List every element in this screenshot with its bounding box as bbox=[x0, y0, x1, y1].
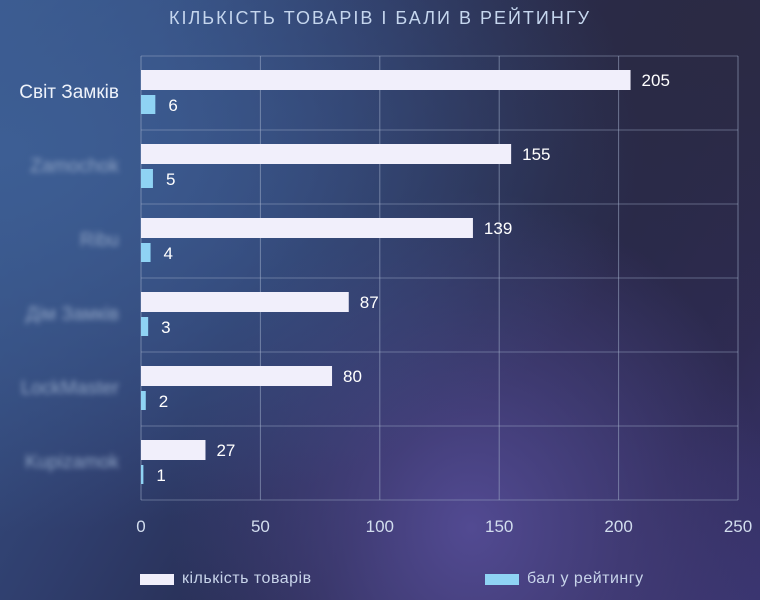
bar-series-1 bbox=[141, 70, 631, 90]
data-label-series-2: 6 bbox=[168, 96, 177, 115]
data-label-series-1: 205 bbox=[642, 71, 670, 90]
data-label-series-1: 27 bbox=[216, 441, 235, 460]
bar-series-1 bbox=[141, 440, 206, 460]
bar-series-1 bbox=[141, 366, 333, 386]
bar-series-2 bbox=[141, 391, 146, 410]
grid-lines bbox=[140, 55, 739, 501]
bar-series-1 bbox=[141, 218, 473, 238]
x-tick-label: 150 bbox=[485, 517, 513, 536]
data-label-series-2: 4 bbox=[164, 244, 173, 263]
chart-title: КІЛЬКІСТЬ ТОВАРІВ І БАЛИ В РЕЙТИНГУ bbox=[168, 8, 592, 28]
legend-swatch-series-2 bbox=[485, 573, 519, 585]
category-labels: Світ Замків Zamochok Ribu Дім Замків LockMas… bbox=[19, 82, 119, 473]
category-label: LockMaster bbox=[21, 378, 120, 399]
x-tick-label: 100 bbox=[366, 517, 394, 536]
legend-label-series-1: кількість товарів bbox=[182, 570, 312, 587]
bar-series-2 bbox=[141, 169, 153, 188]
x-axis-ticks: 0 50 100 150 200 250 bbox=[136, 517, 752, 536]
data-labels: 205 6 155 5 139 4 87 3 80 2 27 1 bbox=[156, 71, 670, 485]
x-tick-label: 50 bbox=[251, 517, 270, 536]
data-label-series-1: 80 bbox=[343, 367, 362, 386]
bar-series-2 bbox=[141, 243, 151, 262]
x-tick-label: 250 bbox=[724, 517, 752, 536]
data-label-series-2: 2 bbox=[159, 392, 168, 411]
legend-swatch-series-1 bbox=[140, 573, 174, 585]
category-label: Ribu bbox=[80, 230, 119, 251]
legend-label-series-2: бал у рейтингу bbox=[527, 570, 644, 587]
data-label-series-2: 5 bbox=[166, 170, 175, 189]
bar-series-1 bbox=[141, 144, 512, 164]
bar-series-2 bbox=[141, 317, 149, 336]
legend-item-series-1: кількість товарів bbox=[140, 570, 312, 588]
category-label: Дім Замків bbox=[26, 304, 119, 325]
data-label-series-1: 139 bbox=[484, 219, 512, 238]
data-label-series-1: 155 bbox=[522, 145, 550, 164]
category-label: Світ Замків bbox=[19, 82, 119, 103]
data-label-series-2: 3 bbox=[161, 318, 170, 337]
bar-series-1 bbox=[141, 292, 349, 312]
x-tick-label: 200 bbox=[604, 517, 632, 536]
bar-series-2 bbox=[141, 95, 156, 114]
legend-item-series-2: бал у рейтингу bbox=[485, 570, 644, 588]
bar-series-2 bbox=[141, 465, 144, 484]
data-label-series-1: 87 bbox=[360, 293, 379, 312]
data-label-series-2: 1 bbox=[156, 466, 165, 485]
category-label: Zamochok bbox=[30, 156, 119, 177]
category-label: Kupizamok bbox=[25, 452, 119, 473]
x-tick-label: 0 bbox=[136, 517, 145, 536]
bars bbox=[141, 70, 631, 484]
